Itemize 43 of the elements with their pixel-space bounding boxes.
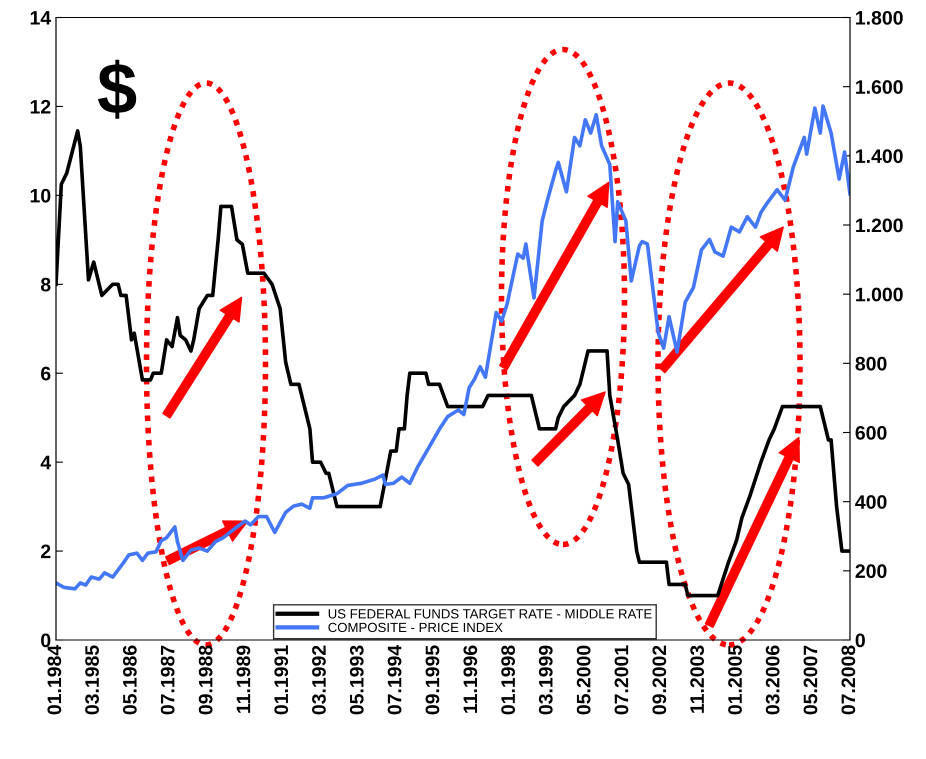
- y-tick-label: 6: [41, 366, 50, 380]
- y-tick-label: 14: [30, 11, 52, 25]
- y2-tick-label: 800: [855, 356, 887, 371]
- x-tick-label: 09.1995: [426, 645, 440, 714]
- x-tick-label: 11.1989: [236, 646, 250, 713]
- y-tick-label: 4: [40, 456, 52, 470]
- x-tick-label: 07.1994: [388, 644, 402, 714]
- y2-tick-label: 1.400: [856, 149, 903, 164]
- x-tick-label: 07.2001: [614, 645, 628, 714]
- y-tick-label: 0: [41, 633, 50, 648]
- y-tick-label: 2: [41, 544, 50, 558]
- x-tick-label: 05.2000: [576, 646, 591, 714]
- x-tick-label: 03.2006: [766, 646, 780, 714]
- x-tick-label: 05.1993: [350, 646, 364, 714]
- y-tick-label: 8: [40, 278, 51, 292]
- y2-tick-label: 200: [856, 564, 887, 578]
- y2-tick-label: 400: [855, 495, 887, 509]
- y2-tick-label: 1.200: [856, 218, 903, 232]
- x-tick-label: 07.1987: [160, 646, 175, 714]
- x-tick-label: 03.1999: [538, 646, 553, 714]
- x-tick-label: 01.2005: [728, 645, 742, 714]
- x-tick-label: 01.1998: [501, 645, 516, 714]
- x-tick-label: 09.2002: [652, 646, 666, 714]
- y2-tick-label: 1.800: [856, 10, 903, 25]
- y2-tick-label: 1.600: [856, 80, 903, 94]
- x-tick-label: 01.1991: [274, 645, 288, 714]
- x-tick-label: 03.1985: [85, 645, 99, 714]
- x-tick-label: 03.1992: [312, 646, 326, 714]
- x-tick-label: 11.1996: [463, 646, 478, 713]
- x-tick-label: 11.2003: [690, 646, 704, 713]
- y-tick-label: 12: [30, 100, 50, 114]
- legend-label: US FEDERAL FUNDS TARGET RATE - MIDDLE RATE: [328, 609, 652, 618]
- x-tick-label: 05.2007: [804, 646, 818, 714]
- annotation: $: [98, 60, 136, 119]
- x-tick-label: 05.1986: [122, 646, 137, 714]
- x-tick-label: 07.2008: [841, 645, 856, 714]
- y2-tick-label: 0: [856, 633, 865, 648]
- y-tick-label: 10: [30, 188, 50, 203]
- legend-label: COMPOSITE - PRICE INDEX: [328, 622, 503, 632]
- y2-tick-label: 1.000: [856, 288, 903, 302]
- y2-tick-label: 600: [856, 426, 887, 440]
- x-tick-label: 01.1984: [47, 644, 62, 714]
- x-tick-label: 09.1988: [198, 645, 213, 714]
